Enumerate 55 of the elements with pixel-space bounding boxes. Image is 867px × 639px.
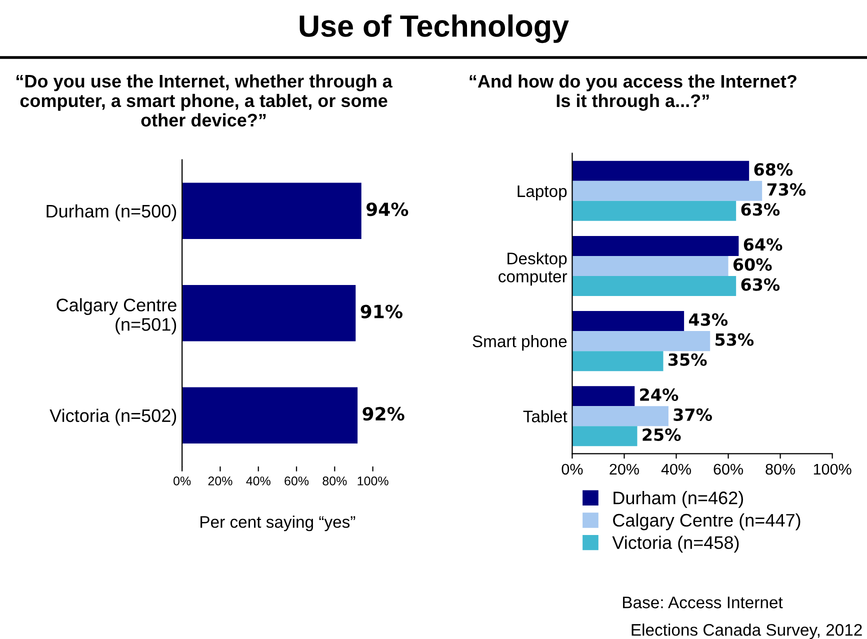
bar [572,256,728,276]
x-tick-label: 0% [174,476,191,486]
x-tick-label: 80% [322,476,347,486]
bar [572,351,664,372]
text: Use of Technology [300,14,569,44]
data-label: 73% [767,183,806,196]
chart-title: “And how do you access the Internet? Is it through a...?” [470,74,796,111]
x-tick-label: 0% [562,464,583,475]
text: Elections Canada Survey, 2012 [632,624,862,639]
data-label: 53% [716,333,754,346]
x-tick-label: 40% [246,476,270,486]
x-tick-label: 80% [766,464,796,475]
bar [572,331,710,352]
data-label: 63% [741,203,780,216]
y-tick-label: Victoria (n=502) [50,408,176,426]
y-tick-label: Desktop computer [498,252,568,286]
data-label: 24% [640,388,678,401]
data-label: 60% [733,258,772,271]
y-tick-label: Durham (n=500) [46,204,176,222]
data-label: 43% [688,313,728,326]
bar [572,160,750,181]
x-tick-label: 20% [610,464,639,475]
data-label: 25% [642,428,681,442]
bar [572,406,668,426]
bar [572,236,739,256]
x-tick-label: 60% [284,476,309,486]
data-label: 64% [744,238,782,251]
bar [572,386,635,406]
data-label: 63% [741,278,780,291]
text: Base: Access Internet [623,596,783,608]
legend-label: Durham (n=462) [614,491,744,508]
data-label: 92% [362,406,404,421]
data-label: 68% [754,163,793,176]
x-axis-title: Per cent saying “yes” [200,516,356,532]
x-tick-label: 40% [661,464,692,475]
y-tick-label: Laptop [518,185,567,200]
data-label: 94% [366,202,408,216]
legend-label: Calgary Centre (n=447) [613,513,800,530]
bar [572,426,638,446]
chart-subtitle: “Do you use the Internet, whether through a computer, a smart phone, a tablet, or some other device?” [16,74,392,127]
legend-label: Victoria (n=458) [612,536,739,553]
bar [572,200,736,221]
y-tick-label: Calgary Centre (n=501) [56,298,176,334]
data-label: 37% [674,408,712,421]
x-tick-label: 60% [714,464,744,475]
data-label: 91% [360,304,402,318]
data-label: 35% [668,353,707,366]
bar [572,276,736,296]
bar [572,311,684,332]
x-tick-label: 20% [208,476,232,486]
bar [572,180,762,201]
x-tick-label: 100% [814,464,852,475]
y-tick-label: Tablet [523,410,568,422]
x-tick-label: 100% [358,476,388,486]
y-tick-label: Smart phone [472,335,567,351]
